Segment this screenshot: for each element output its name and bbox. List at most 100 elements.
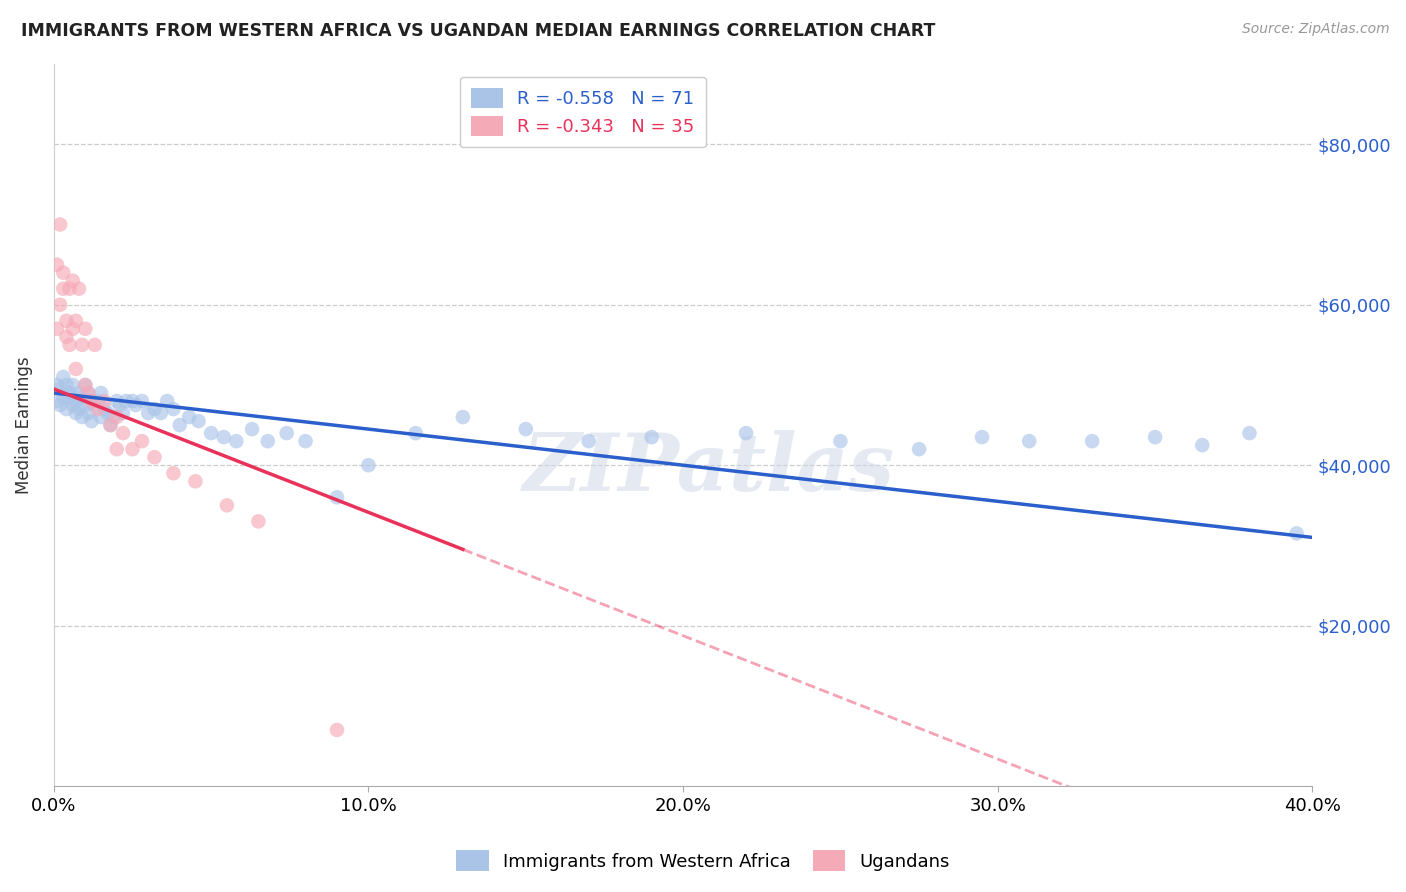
- Point: [1239, 426, 1261, 441]
- Point: [143, 450, 166, 465]
- Point: [179, 410, 201, 425]
- Point: [62, 398, 84, 412]
- Point: [70, 410, 93, 425]
- Point: [46, 322, 69, 336]
- Point: [105, 394, 128, 409]
- Point: [96, 406, 118, 420]
- Point: [131, 434, 153, 449]
- Point: [77, 406, 100, 420]
- Point: [93, 394, 115, 409]
- Point: [49, 382, 72, 396]
- Point: [149, 406, 172, 420]
- Point: [62, 274, 84, 288]
- Point: [326, 723, 349, 737]
- Point: [65, 406, 87, 420]
- Point: [187, 414, 209, 428]
- Point: [49, 298, 72, 312]
- Point: [240, 422, 263, 436]
- Point: [162, 402, 184, 417]
- Point: [326, 491, 349, 505]
- Point: [77, 386, 100, 401]
- Point: [55, 402, 77, 417]
- Point: [830, 434, 852, 449]
- Point: [578, 434, 600, 449]
- Point: [256, 434, 278, 449]
- Point: [1018, 434, 1040, 449]
- Point: [112, 406, 135, 420]
- Point: [156, 394, 179, 409]
- Point: [65, 394, 87, 409]
- Point: [908, 442, 931, 457]
- Point: [70, 338, 93, 352]
- Point: [67, 282, 90, 296]
- Point: [735, 426, 758, 441]
- Text: ZIPatlas: ZIPatlas: [522, 430, 894, 508]
- Point: [100, 418, 122, 433]
- Point: [46, 258, 69, 272]
- Point: [124, 398, 146, 412]
- Point: [169, 418, 191, 433]
- Point: [121, 442, 143, 457]
- Point: [55, 330, 77, 344]
- Point: [83, 338, 105, 352]
- Point: [143, 402, 166, 417]
- Point: [131, 394, 153, 409]
- Point: [1081, 434, 1104, 449]
- Point: [52, 266, 75, 280]
- Point: [55, 314, 77, 328]
- Point: [75, 378, 97, 392]
- Point: [58, 386, 80, 401]
- Point: [67, 386, 90, 401]
- Point: [90, 410, 112, 425]
- Point: [121, 394, 143, 409]
- Point: [115, 394, 138, 409]
- Point: [52, 390, 75, 404]
- Point: [215, 499, 238, 513]
- Point: [225, 434, 247, 449]
- Point: [75, 322, 97, 336]
- Point: [90, 386, 112, 401]
- Point: [212, 430, 235, 444]
- Text: Source: ZipAtlas.com: Source: ZipAtlas.com: [1241, 22, 1389, 37]
- Point: [87, 394, 110, 409]
- Y-axis label: Median Earnings: Median Earnings: [15, 356, 32, 494]
- Point: [1285, 526, 1308, 541]
- Point: [93, 402, 115, 417]
- Point: [1144, 430, 1167, 444]
- Point: [112, 426, 135, 441]
- Point: [103, 410, 125, 425]
- Point: [58, 338, 80, 352]
- Point: [80, 394, 103, 409]
- Point: [83, 398, 105, 412]
- Point: [52, 282, 75, 296]
- Point: [65, 362, 87, 376]
- Point: [970, 430, 993, 444]
- Point: [247, 515, 270, 529]
- Point: [62, 378, 84, 392]
- Point: [49, 218, 72, 232]
- Point: [105, 410, 128, 425]
- Point: [58, 282, 80, 296]
- Point: [80, 394, 103, 409]
- Point: [105, 442, 128, 457]
- Point: [1191, 438, 1213, 452]
- Point: [67, 402, 90, 417]
- Point: [276, 426, 298, 441]
- Point: [46, 394, 69, 409]
- Point: [405, 426, 427, 441]
- Point: [184, 475, 207, 489]
- Point: [80, 414, 103, 428]
- Point: [65, 314, 87, 328]
- Point: [136, 406, 159, 420]
- Point: [162, 467, 184, 481]
- Point: [451, 410, 474, 425]
- Point: [357, 458, 380, 473]
- Point: [87, 402, 110, 417]
- Point: [515, 422, 537, 436]
- Point: [108, 398, 131, 412]
- Legend: Immigrants from Western Africa, Ugandans: Immigrants from Western Africa, Ugandans: [449, 843, 957, 879]
- Point: [58, 390, 80, 404]
- Point: [200, 426, 222, 441]
- Point: [640, 430, 662, 444]
- Point: [46, 378, 69, 392]
